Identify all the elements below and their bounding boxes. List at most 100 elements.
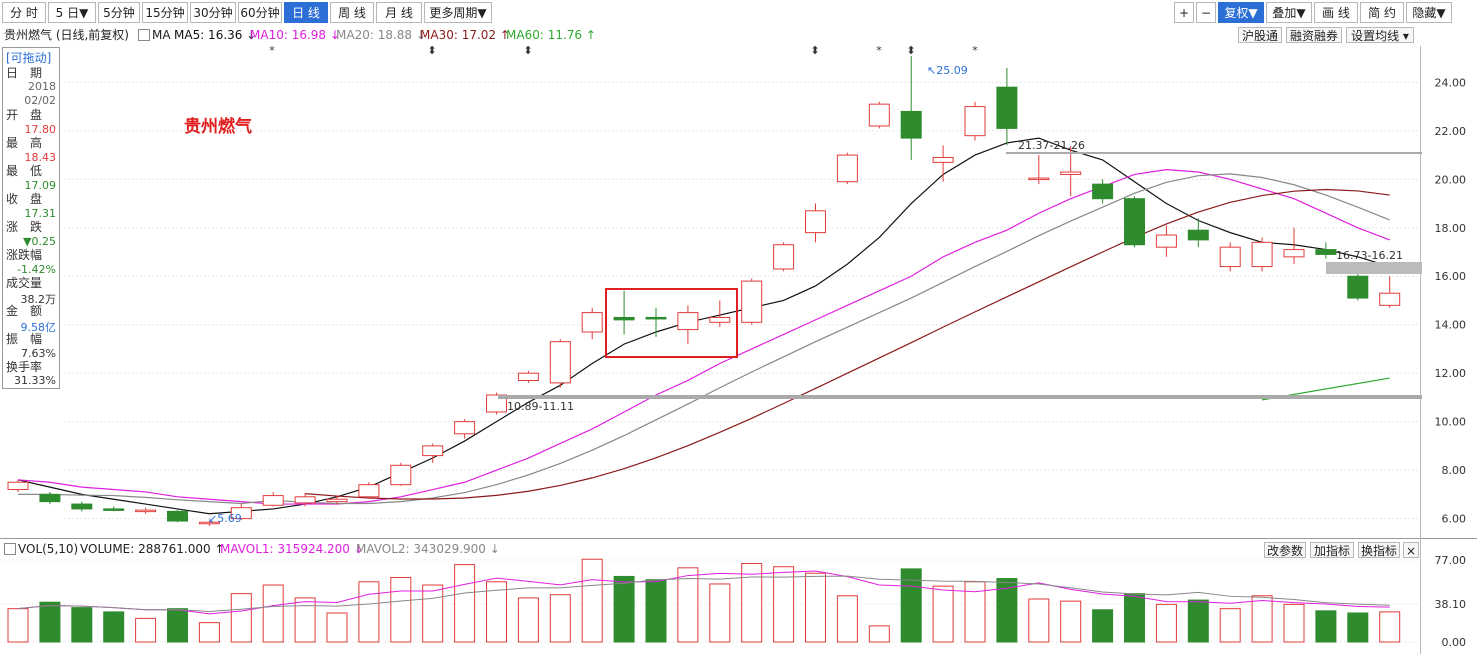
volume-bar bbox=[964, 581, 986, 643]
quote-detail-panel[interactable]: [可拖动] 日 期 2018 02/02 开 盘 17.80 最 高 18.43… bbox=[2, 47, 60, 389]
event-marker: ⬍ bbox=[427, 44, 436, 57]
candle-body bbox=[230, 507, 252, 520]
price-tick-label: 6.00 bbox=[1442, 513, 1467, 526]
candle-body bbox=[677, 312, 699, 331]
candle bbox=[1155, 225, 1177, 257]
high-label: 最 高 bbox=[6, 136, 43, 150]
candle bbox=[549, 339, 571, 388]
volume-bar bbox=[1251, 595, 1273, 643]
event-marker: * bbox=[269, 44, 275, 57]
candle-body bbox=[1283, 249, 1305, 258]
mavol2-value: MAVOL2: 343029.900 ↓ bbox=[356, 542, 500, 556]
candle bbox=[581, 307, 603, 340]
candle bbox=[1315, 242, 1337, 259]
candle-body bbox=[1251, 241, 1273, 268]
volume-bar bbox=[1028, 598, 1050, 643]
ma60-line bbox=[1261, 377, 1390, 401]
zoom-in-button[interactable]: + bbox=[1174, 2, 1194, 23]
volume-bar bbox=[1347, 612, 1369, 643]
more-periods-dropdown[interactable]: 更多周期▼ bbox=[424, 2, 492, 23]
price-tick-label: 16.00 bbox=[1435, 270, 1467, 283]
candle-body bbox=[805, 210, 826, 234]
candle bbox=[517, 370, 539, 383]
open-value: 17.80 bbox=[24, 123, 57, 136]
volume-bar bbox=[996, 578, 1018, 643]
overlay-dropdown[interactable]: 叠加▼ bbox=[1266, 2, 1312, 23]
candle-body bbox=[741, 280, 763, 323]
candle-body bbox=[167, 510, 188, 522]
candle bbox=[1124, 196, 1145, 248]
candle bbox=[836, 152, 858, 185]
volume-bar bbox=[517, 597, 539, 643]
candle-body bbox=[1155, 234, 1177, 248]
price-zone-band bbox=[1326, 262, 1422, 274]
candle-body bbox=[613, 316, 635, 321]
candle bbox=[613, 290, 635, 335]
ma-info-bar: 贵州燃气 (日线,前复权) MA MA5: 16.36 ↓ MA10: 16.9… bbox=[0, 26, 1477, 44]
period-tab-monthly[interactable]: 月 线 bbox=[376, 2, 422, 23]
period-tab-daily[interactable]: 日 线 bbox=[284, 2, 328, 23]
open-label: 开 盘 bbox=[6, 108, 43, 122]
volume-bar bbox=[1092, 609, 1114, 643]
period-tab-weekly[interactable]: 周 线 bbox=[330, 2, 374, 23]
candle-body bbox=[836, 154, 858, 183]
margin-trading-button[interactable]: 融资融券 bbox=[1286, 27, 1342, 43]
candle-body bbox=[326, 498, 348, 503]
volume-info-bar: VOL(5,10) VOLUME: 288761.000 ↑ MAVOL1: 3… bbox=[0, 540, 1477, 558]
close-label: 收 盘 bbox=[6, 192, 43, 206]
ma-settings-dropdown[interactable]: 设置均线 ▾ bbox=[1346, 27, 1414, 43]
event-marker: ⬍ bbox=[810, 44, 819, 57]
candle-body bbox=[103, 508, 125, 511]
volume-bar bbox=[549, 594, 571, 643]
edit-params-button[interactable]: 改参数 bbox=[1264, 542, 1306, 558]
volume-bar bbox=[932, 585, 954, 643]
ma5-line bbox=[17, 137, 1390, 515]
hk-connect-button[interactable]: 沪股通 bbox=[1238, 27, 1282, 43]
period-tab-60min[interactable]: 60分钟 bbox=[238, 2, 282, 23]
volume-bar bbox=[486, 581, 507, 643]
close-icon[interactable]: × bbox=[1403, 542, 1419, 558]
zoom-out-button[interactable]: − bbox=[1196, 2, 1216, 23]
candle bbox=[1251, 237, 1273, 272]
candle bbox=[262, 491, 284, 507]
candle-body bbox=[1219, 246, 1241, 268]
adjust-dropdown[interactable]: 复权▼ bbox=[1218, 2, 1264, 23]
period-tab-5day[interactable]: 5 日▼ bbox=[48, 2, 96, 23]
candle-body bbox=[709, 316, 731, 323]
candle-body bbox=[932, 156, 954, 163]
checkbox-icon[interactable] bbox=[138, 29, 150, 41]
add-indicator-button[interactable]: 加指标 bbox=[1310, 542, 1354, 558]
volume-bar bbox=[167, 608, 188, 643]
drag-hint[interactable]: [可拖动] bbox=[6, 51, 52, 65]
volume-bar bbox=[1187, 599, 1209, 643]
candle bbox=[486, 392, 507, 415]
candle-body bbox=[996, 86, 1018, 129]
volume-bar bbox=[773, 566, 795, 643]
volume-bar bbox=[1219, 608, 1241, 643]
checkbox-icon[interactable] bbox=[4, 543, 16, 555]
volume-bar bbox=[230, 593, 252, 643]
candle-body bbox=[198, 521, 220, 525]
candle-body bbox=[7, 481, 29, 491]
volume-bar bbox=[709, 583, 731, 643]
volume-bar bbox=[198, 622, 220, 643]
candle bbox=[230, 504, 252, 520]
ma30-value: MA30: 17.02 ↑ bbox=[420, 28, 510, 42]
volume-bar bbox=[7, 608, 29, 643]
candle bbox=[645, 307, 667, 337]
candle-body bbox=[1315, 249, 1337, 255]
volume-bar bbox=[836, 595, 858, 643]
volume-bar bbox=[581, 558, 603, 643]
draw-line-button[interactable]: 画 线 bbox=[1314, 2, 1358, 23]
period-tab-intraday[interactable]: 分 时 bbox=[2, 2, 46, 23]
switch-indicator-button[interactable]: 换指标 bbox=[1358, 542, 1400, 558]
candle bbox=[294, 493, 316, 507]
candle bbox=[454, 419, 476, 439]
volume-bar bbox=[262, 584, 284, 643]
candle bbox=[39, 491, 61, 505]
period-tab-5min[interactable]: 5分钟 bbox=[98, 2, 140, 23]
simple-mode-button[interactable]: 简 约 bbox=[1360, 2, 1404, 23]
period-tab-30min[interactable]: 30分钟 bbox=[190, 2, 236, 23]
hide-dropdown[interactable]: 隐藏▼ bbox=[1406, 2, 1452, 23]
period-tab-15min[interactable]: 15分钟 bbox=[142, 2, 188, 23]
